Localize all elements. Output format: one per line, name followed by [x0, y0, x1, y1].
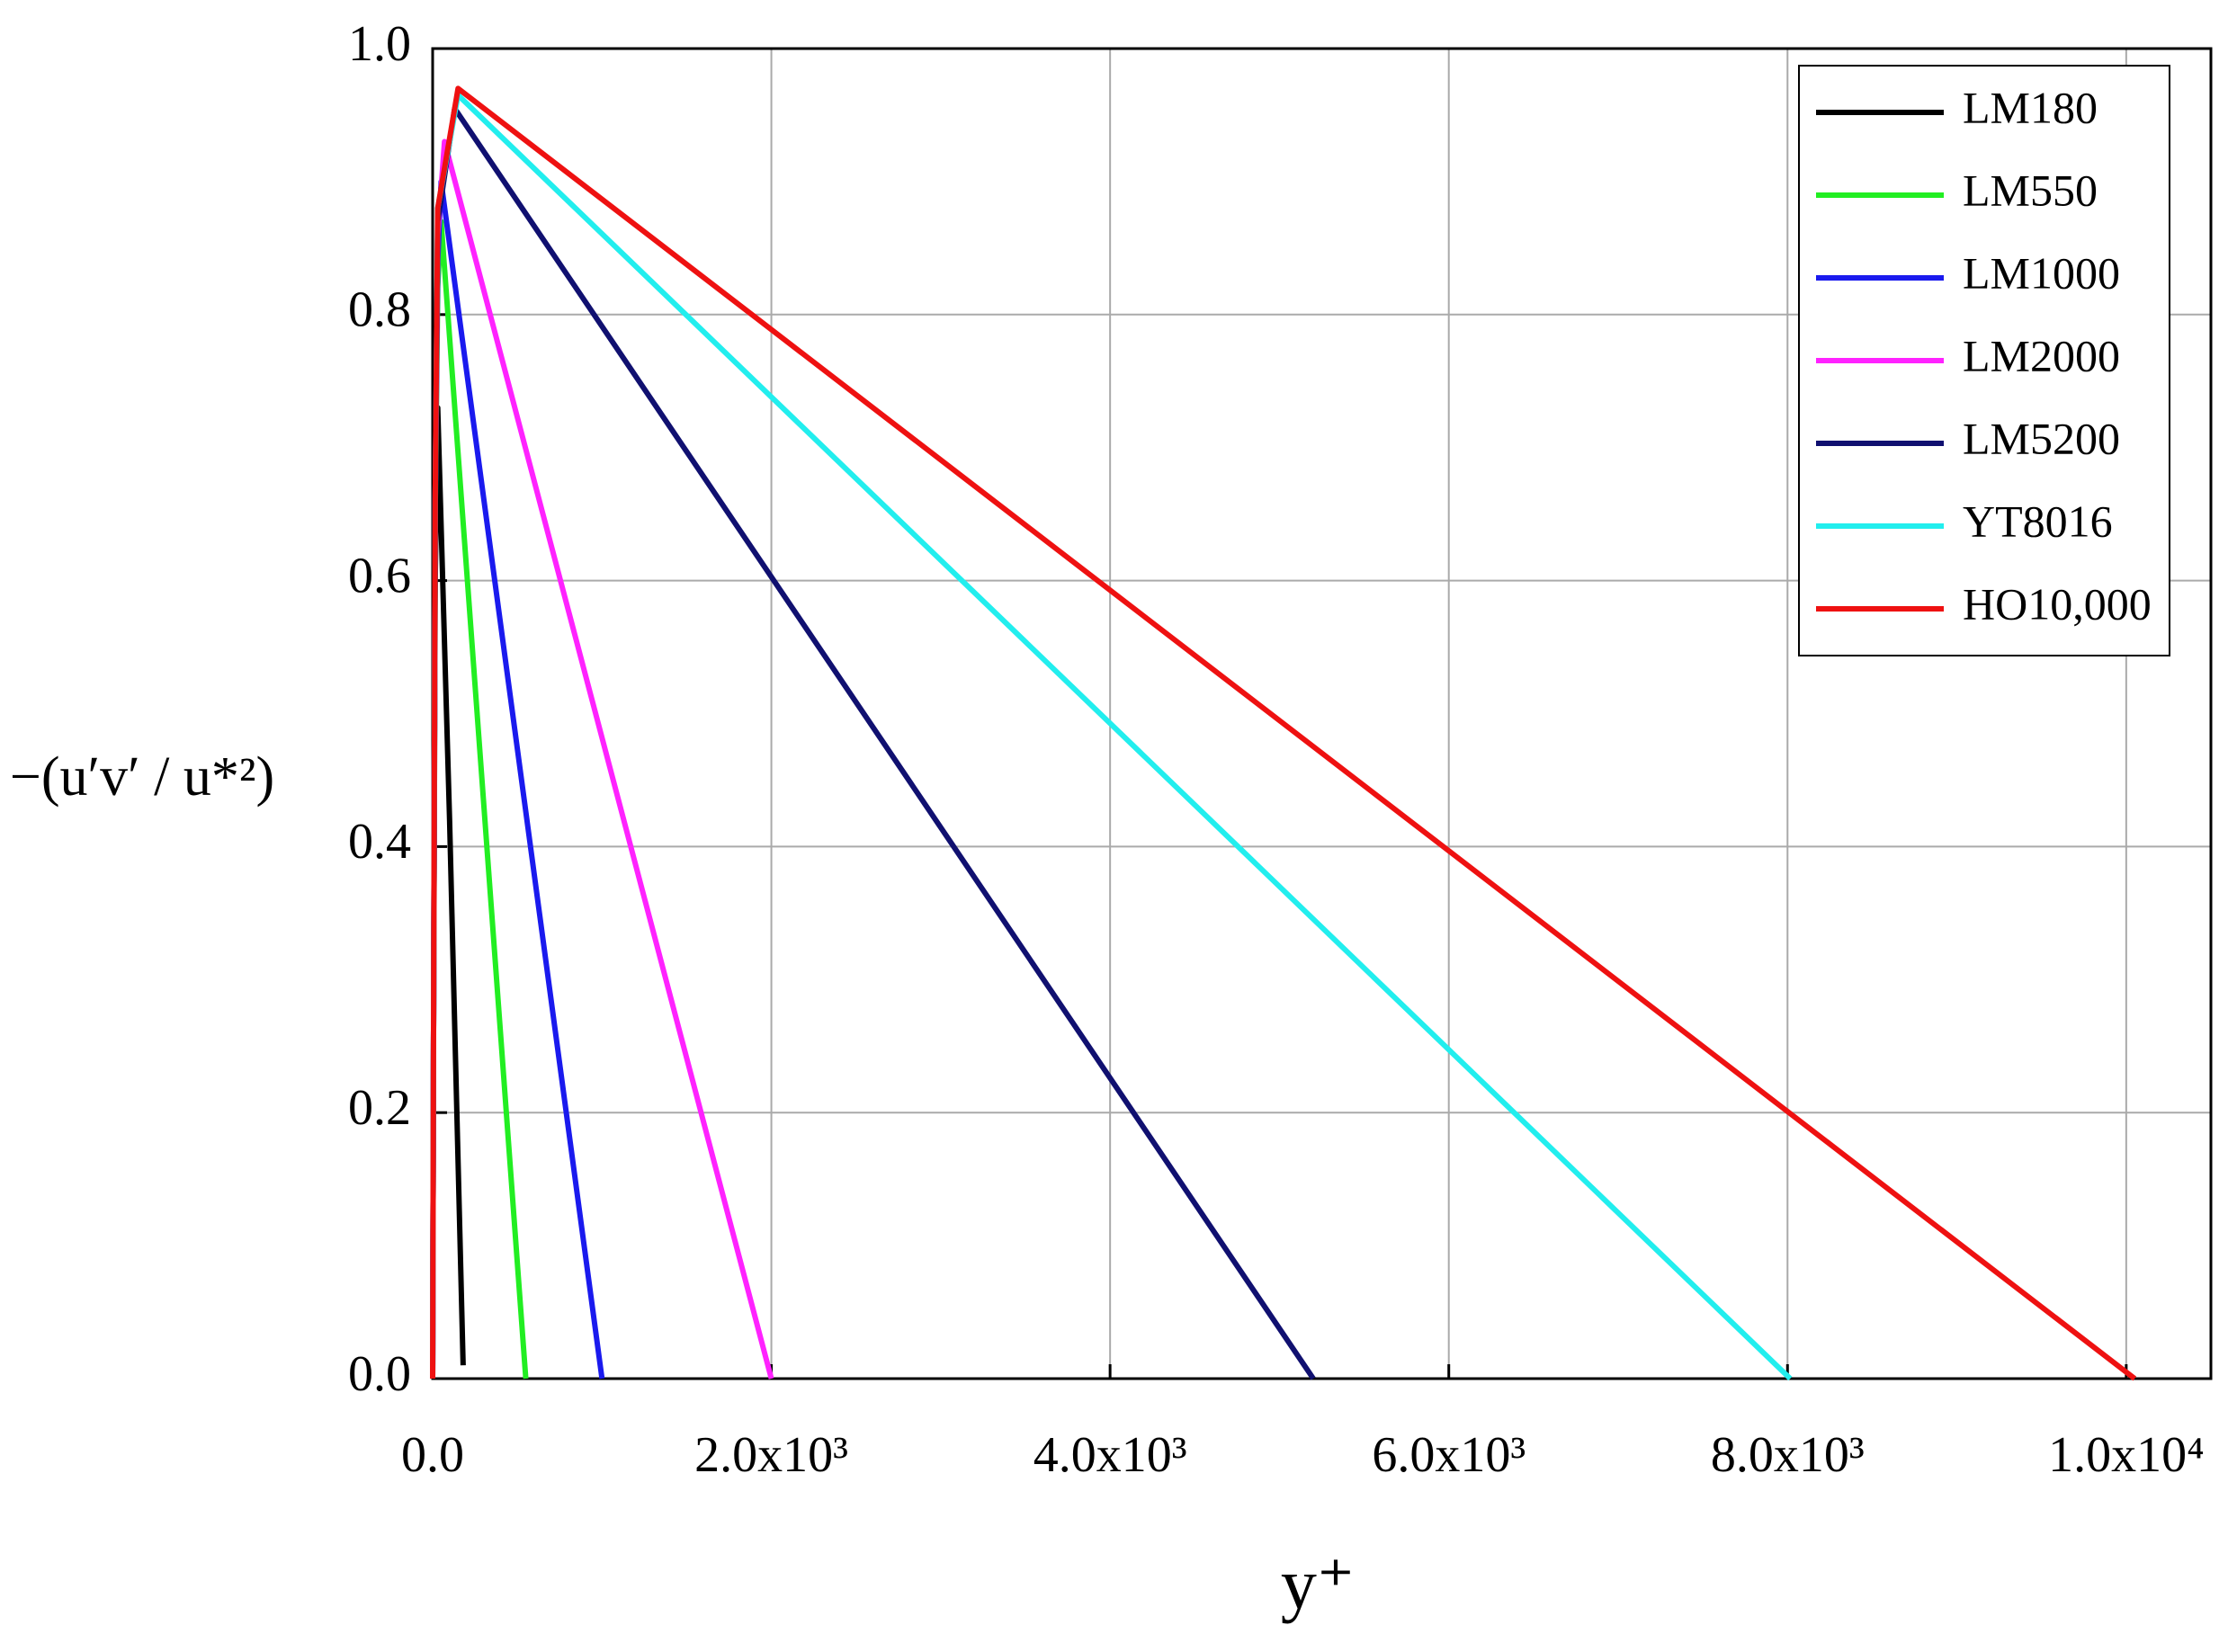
y-tick-label: 0.0	[348, 1346, 411, 1402]
y-tick-label: 1.0	[348, 16, 411, 72]
x-tick-label: 1.0x10⁴	[2048, 1427, 2205, 1483]
legend-label: LM180	[1963, 82, 2098, 132]
x-tick-label: 6.0x10³	[1372, 1427, 1526, 1483]
series-line	[430, 92, 1793, 1381]
y-axis-label: −(u′v′ / u*²)	[10, 746, 274, 808]
x-tick-label: 8.0x10³	[1711, 1427, 1865, 1483]
legend-label: HO10,000	[1963, 578, 2152, 629]
x-tick-label: 4.0x10³	[1033, 1427, 1187, 1483]
y-tick-label: 0.6	[348, 548, 411, 603]
x-tick-label: 0.0	[401, 1427, 464, 1483]
y-tick-label: 0.8	[348, 282, 411, 338]
y-tick-label: 0.2	[348, 1080, 411, 1136]
series-line	[430, 85, 2137, 1381]
legend-label: LM2000	[1963, 330, 2120, 380]
legend-label: LM5200	[1963, 413, 2120, 463]
legend-label: YT8016	[1963, 496, 2113, 546]
legend-label: LM1000	[1963, 247, 2120, 298]
legend-label: LM550	[1963, 165, 2098, 215]
x-tick-label: 2.0x10³	[694, 1427, 848, 1483]
series-line	[430, 105, 1316, 1380]
y-tick-label: 0.4	[348, 814, 411, 870]
x-axis-label: y⁺	[1281, 1545, 1355, 1624]
